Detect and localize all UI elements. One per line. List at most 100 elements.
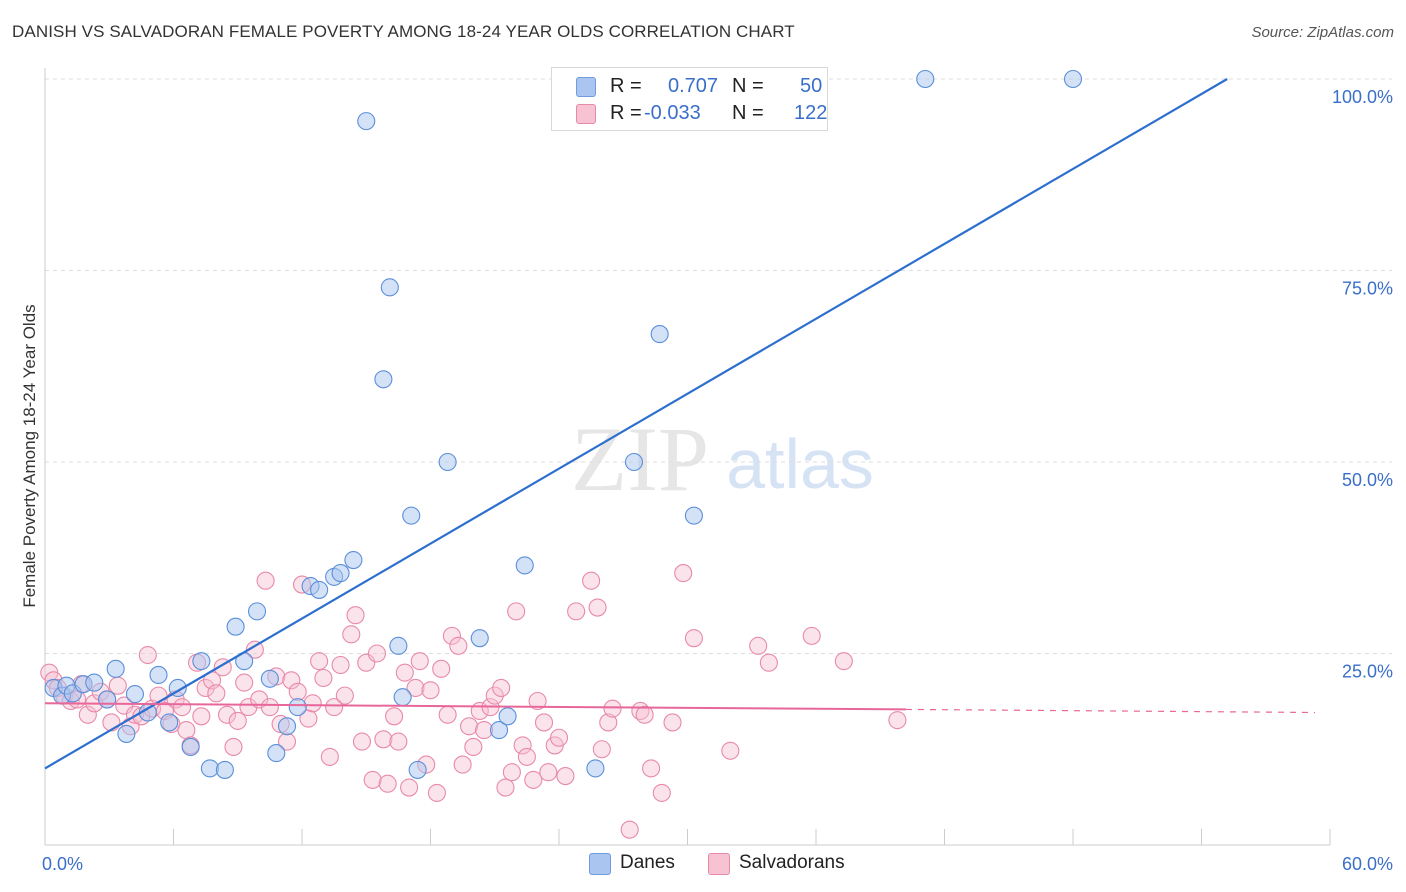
x-tick-label: 60.0% (1342, 854, 1393, 874)
salvadorans-point (102, 713, 121, 732)
danes-point (277, 717, 297, 736)
salvadorans-point (303, 694, 322, 713)
danes-point (393, 688, 412, 707)
danes-points (44, 69, 1083, 779)
danes-point (98, 690, 117, 709)
x-tick-label: 0.0% (42, 854, 83, 874)
watermark: ZIP atlas (571, 408, 874, 510)
salvadorans-point (228, 711, 247, 730)
salvadorans-point (260, 698, 279, 717)
salvadorans-point (888, 711, 907, 730)
danes-point (149, 665, 168, 684)
salvadorans-point (539, 763, 558, 782)
salvadorans-point (325, 698, 344, 717)
legend-swatch-salvadorans (576, 104, 596, 124)
danes-point (215, 760, 234, 779)
correlation-legend: R = 0.707 N = 50 R = -0.033 N = 122 (551, 67, 828, 131)
y-axis-label: Female Poverty Among 18-24 Year Olds (20, 304, 39, 608)
salvadorans-point (635, 705, 654, 724)
danes-point (160, 713, 179, 732)
y-tick-label: 50.0% (1342, 470, 1393, 490)
salvadorans-point (684, 629, 703, 648)
danes-point (267, 744, 286, 763)
salvadorans-point (749, 636, 768, 655)
salvadorans-point (620, 820, 639, 839)
legend-r-value: -0.033 (644, 102, 701, 124)
salvadorans-point (534, 713, 554, 732)
salvadorans-point (492, 678, 511, 698)
salvadorans-point (314, 668, 333, 688)
salvadorans-point (556, 767, 575, 786)
legend-r-value: 0.707 (668, 75, 719, 97)
danes-point (650, 325, 669, 344)
danes-point (260, 669, 279, 688)
salvadorans-point (192, 707, 211, 726)
danes-point (684, 506, 703, 525)
salvadorans-point (346, 606, 365, 625)
danes-point (624, 452, 644, 472)
salvadorans-point (342, 625, 361, 644)
salvadorans-point (406, 678, 425, 698)
danes-point (389, 636, 408, 655)
y-tick-label: 100.0% (1332, 87, 1393, 107)
axes (44, 68, 1331, 846)
danes-point (470, 629, 489, 648)
salvadorans-point (549, 728, 569, 747)
danes-point (380, 278, 399, 297)
salvadorans-point (834, 652, 853, 671)
salvadorans-point (207, 684, 226, 703)
danes-point (117, 724, 136, 743)
salvadorans-point (352, 732, 372, 751)
salvadorans-point (363, 770, 382, 789)
salvadorans-point (173, 698, 192, 717)
danes-point (1063, 69, 1083, 89)
salvadorans-point (177, 721, 196, 740)
danes-point (438, 452, 457, 472)
salvadorans-point (567, 602, 586, 621)
danes-point (226, 617, 245, 636)
salvadorans-point (524, 770, 543, 789)
salvadorans-point (802, 626, 821, 645)
salvadorans-point (496, 778, 515, 797)
salvadorans-point (588, 598, 607, 617)
salvadorans-points (40, 564, 907, 839)
salvadorans-point (592, 740, 611, 759)
salvadorans-trend-extension (905, 708, 1316, 714)
salvadorans-point (367, 644, 387, 663)
y-tick-label: 75.0% (1342, 279, 1393, 299)
salvadorans-point (459, 717, 479, 736)
salvadorans-point (507, 602, 526, 621)
salvadorans-point (528, 691, 547, 711)
legend-n-label: N = (732, 75, 764, 97)
salvadorans-point (485, 686, 504, 705)
watermark-atlas: atlas (726, 425, 874, 503)
danes-point (181, 737, 200, 757)
danes-point (344, 550, 363, 570)
bottom-legend-label: Danes (620, 852, 675, 873)
bottom-swatch-danes (589, 853, 611, 875)
legend-r-label: R = (610, 102, 642, 124)
salvadorans-point (288, 682, 307, 701)
danes-point (357, 112, 376, 131)
salvadorans-point (282, 671, 301, 690)
salvadorans-point (378, 774, 397, 793)
chart-title: DANISH VS SALVADORAN FEMALE POVERTY AMON… (12, 22, 795, 41)
salvadorans-point (642, 759, 661, 778)
danes-point (310, 580, 329, 599)
danes-point (247, 602, 267, 621)
danes-point (498, 707, 517, 726)
danes-point (586, 759, 605, 778)
salvadorans-point (603, 699, 622, 718)
salvadorans-point (652, 783, 671, 802)
salvadorans-point (410, 652, 429, 671)
danes-point (85, 673, 104, 692)
salvadorans-point (442, 626, 461, 645)
salvadorans-point (224, 737, 243, 757)
legend-n-label: N = (732, 102, 764, 124)
danes-point (515, 556, 534, 575)
salvadorans-point (432, 659, 451, 678)
danes-point (374, 370, 393, 389)
salvadorans-point (320, 747, 339, 766)
danes-point (125, 685, 144, 704)
legend-r-label: R = (610, 75, 642, 97)
